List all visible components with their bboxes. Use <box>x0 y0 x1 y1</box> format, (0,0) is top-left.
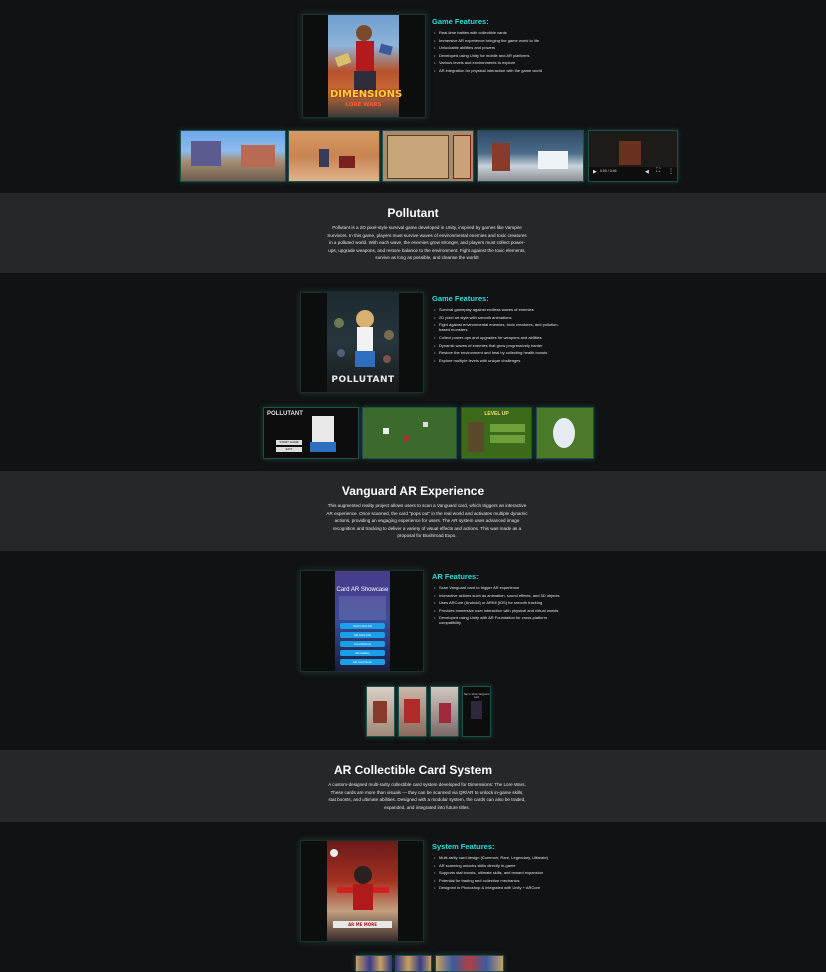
pollutant-cover-image[interactable]: POLLUTANT <box>327 293 399 392</box>
feature-item: Potential for trading and collection mec… <box>434 877 564 885</box>
feature-item: Collect power-ups and upgrades for weapo… <box>434 334 564 342</box>
section-title: AR Collectible Card System <box>333 763 493 777</box>
feature-item: Explore multiple levels with unique chal… <box>434 357 564 365</box>
pollutant-cover-frame: POLLUTANT <box>300 292 424 393</box>
ar-features-vanguard: AR Features: Scan Vanguard card to trigg… <box>432 572 564 625</box>
cards-band: AR Collectible Card System A custom-desi… <box>0 750 826 822</box>
phone-screen: Card AR Showcase Start Card AR AR Card I… <box>335 571 390 671</box>
feature-item: AR integration for physical interaction … <box>434 67 564 75</box>
phone-button[interactable]: Card Actions <box>340 641 385 647</box>
game-features-pollutant: Game Features: Survival gameplay against… <box>432 294 564 365</box>
section-title: Pollutant <box>387 206 439 220</box>
menu-title: POLLUTANT <box>267 411 303 417</box>
feature-item: Multi-rarity card design (Common, Rare, … <box>434 854 564 862</box>
system-features-cards: System Features: Multi-rarity card desig… <box>432 842 564 892</box>
feature-item: Real-time battles with collectible cards <box>434 29 564 37</box>
vanguard-phone-frame: Card AR Showcase Start Card AR AR Card I… <box>300 570 424 672</box>
features-title: System Features: <box>432 842 495 851</box>
cover-subtitle: LORE WARS <box>345 102 382 108</box>
card-image[interactable]: AR ME MORE <box>327 841 398 941</box>
dimensions-cover-image[interactable]: DIMENSIONS LORE WARS <box>328 15 403 117</box>
screenshot-thumbnail[interactable] <box>382 130 474 182</box>
screenshot-thumbnail[interactable] <box>477 130 584 182</box>
feature-item: Interactive actions such as animation, s… <box>434 592 564 600</box>
video-time: 0:00 / 0:46 <box>600 169 617 173</box>
play-icon[interactable]: ▶ <box>593 169 597 175</box>
fullscreen-icon[interactable]: ⛶ <box>656 168 661 174</box>
feature-item: Immersive AR experience bringing the gam… <box>434 37 564 45</box>
card-cover-frame: AR ME MORE <box>300 840 424 942</box>
feature-item: Designed in Photoshop & integrated with … <box>434 884 564 892</box>
feature-item: Various levels and environments to explo… <box>434 59 564 67</box>
phone-button[interactable]: AR Card Info <box>340 632 385 638</box>
section-description: Pollutant is a 2D pixel-style survival g… <box>327 225 527 261</box>
features-title: Game Features: <box>432 17 489 26</box>
feature-item: Scan Vanguard card to trigger AR experie… <box>434 584 564 592</box>
feature-item: AR scanning unlocks skills directly in-g… <box>434 862 564 870</box>
video-player[interactable]: ▶ 0:00 / 0:46 ◀ ⛶ ⋮ <box>588 130 678 182</box>
feature-item: Developed using Unity for mobile and AR … <box>434 52 564 60</box>
screenshot-thumbnail[interactable]: LEVEL UP <box>461 407 532 459</box>
feature-item: Fight against environmental enemies, tox… <box>434 322 564 332</box>
features-title: Game Features: <box>432 294 489 303</box>
phone-button[interactable]: AR Gallery <box>340 650 385 656</box>
screenshot-thumbnail[interactable] <box>430 686 459 737</box>
more-icon[interactable]: ⋮ <box>668 169 674 175</box>
tap-hint: Tap to show Vanguard card <box>463 693 490 699</box>
phone-button[interactable]: AR Card Scan <box>340 659 385 665</box>
screenshot-thumbnail[interactable] <box>180 130 286 182</box>
screenshot-thumbnail[interactable] <box>536 407 594 459</box>
screenshot-thumbnail[interactable]: POLLUTANT START GAME EXIT <box>263 407 359 459</box>
screenshot-thumbnail[interactable] <box>435 955 504 972</box>
menu-exit: EXIT <box>276 447 302 452</box>
phone-title: Card AR Showcase <box>336 587 389 593</box>
screenshot-thumbnail[interactable] <box>366 686 395 737</box>
card-banner: AR ME MORE <box>333 921 392 928</box>
feature-item: Uses ARCore (Android) or ARKit (iOS) for… <box>434 599 564 607</box>
feature-item: 2D pixel art style with smooth animation… <box>434 314 564 322</box>
video-controls <box>589 167 677 181</box>
screenshot-thumbnail[interactable]: Tap to show Vanguard card <box>462 686 491 737</box>
screenshot-thumbnail[interactable] <box>355 955 392 972</box>
feature-item: Survival gameplay against endless waves … <box>434 306 564 314</box>
screenshot-thumbnail[interactable] <box>395 955 432 972</box>
feature-item: Dynamic waves of enemies that grow progr… <box>434 342 564 350</box>
feature-item: Developed using Unity with AR Foundation… <box>434 615 564 625</box>
pollutant-band: Pollutant Pollutant is a 2D pixel-style … <box>0 193 826 273</box>
screenshot-thumbnail[interactable] <box>288 130 380 182</box>
game-features-1: Game Features: Real-time battles with co… <box>432 17 564 75</box>
section-description: This augmented reality project allows us… <box>326 503 528 539</box>
section-description: A custom-designed multi-rarity collectib… <box>328 782 526 810</box>
feature-item: Provides immersive user interaction with… <box>434 607 564 615</box>
menu-start: START GAME <box>276 440 302 445</box>
features-title: AR Features: <box>432 572 479 581</box>
cover-title: POLLUTANT <box>331 375 395 385</box>
cover-title: DIMENSIONS <box>330 89 403 100</box>
feature-item: Restore the environment and heal by coll… <box>434 349 564 357</box>
phone-button[interactable]: Start Card AR <box>340 623 385 629</box>
section-title: Vanguard AR Experience <box>341 484 485 498</box>
dimensions-cover-frame: DIMENSIONS LORE WARS <box>302 14 426 118</box>
screenshot-thumbnail[interactable] <box>398 686 427 737</box>
volume-icon[interactable]: ◀ <box>645 169 649 175</box>
feature-item: Supports stat boosts, ultimate skills, a… <box>434 869 564 877</box>
screenshot-thumbnail[interactable] <box>362 407 457 459</box>
levelup-text: LEVEL UP <box>484 411 509 417</box>
feature-item: Unlockable abilities and powers <box>434 44 564 52</box>
vanguard-band: Vanguard AR Experience This augmented re… <box>0 471 826 551</box>
